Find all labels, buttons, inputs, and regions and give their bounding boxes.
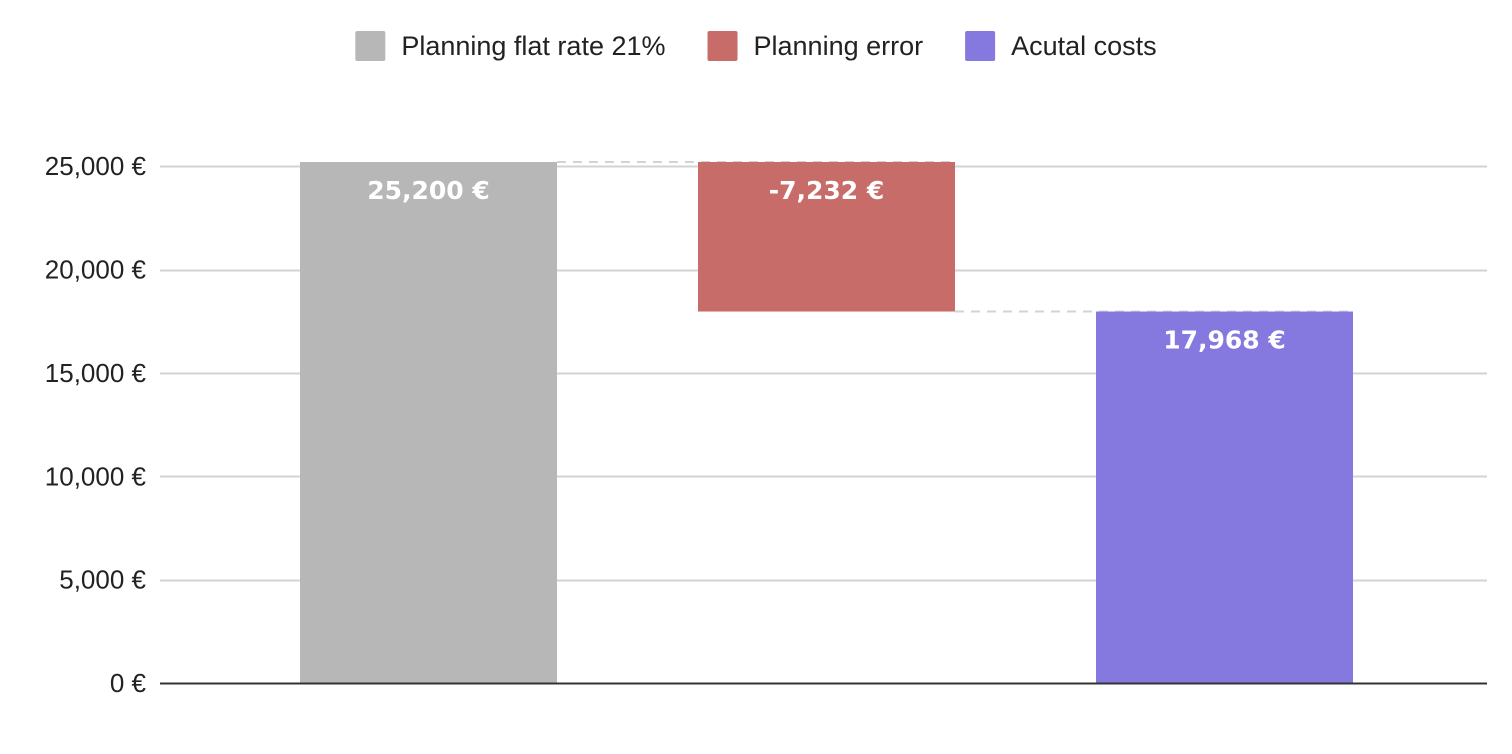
- legend-item: Planning flat rate 21%: [355, 31, 666, 61]
- data-label: -7,232 €: [769, 176, 885, 205]
- y-tick-label: 20,000 €: [45, 255, 147, 285]
- legend-swatch: [965, 31, 996, 61]
- legend-swatch: [707, 31, 738, 61]
- bar-1: [300, 162, 557, 683]
- legend-label: Planning flat rate 21%: [401, 31, 665, 61]
- bar-2: [698, 162, 955, 312]
- bars: [300, 162, 1353, 683]
- y-axis-ticks: 0 € 5,000 € 10,000 € 15,000 € 20,000 € 25,000…: [45, 151, 147, 698]
- y-tick-label: 0 €: [110, 668, 147, 698]
- y-tick-label: 15,000 €: [45, 358, 147, 388]
- y-tick-label: 25,000 €: [45, 151, 147, 181]
- legend-label: Planning error: [754, 31, 924, 61]
- legend-label: Acutal costs: [1011, 31, 1157, 61]
- legend-item: Planning error: [707, 31, 924, 61]
- bar-3: [1096, 311, 1353, 683]
- legend-swatch: [355, 31, 386, 61]
- legend-item: Acutal costs: [965, 31, 1157, 61]
- data-labels: 25,200 € -7,232 € 17,968 €: [367, 176, 1286, 355]
- data-label: 17,968 €: [1163, 326, 1286, 355]
- data-label: 25,200 €: [367, 176, 490, 205]
- y-tick-label: 5,000 €: [59, 565, 146, 595]
- y-tick-label: 10,000 €: [45, 461, 147, 491]
- legend: Planning flat rate 21% Planning error Acut…: [355, 31, 1157, 61]
